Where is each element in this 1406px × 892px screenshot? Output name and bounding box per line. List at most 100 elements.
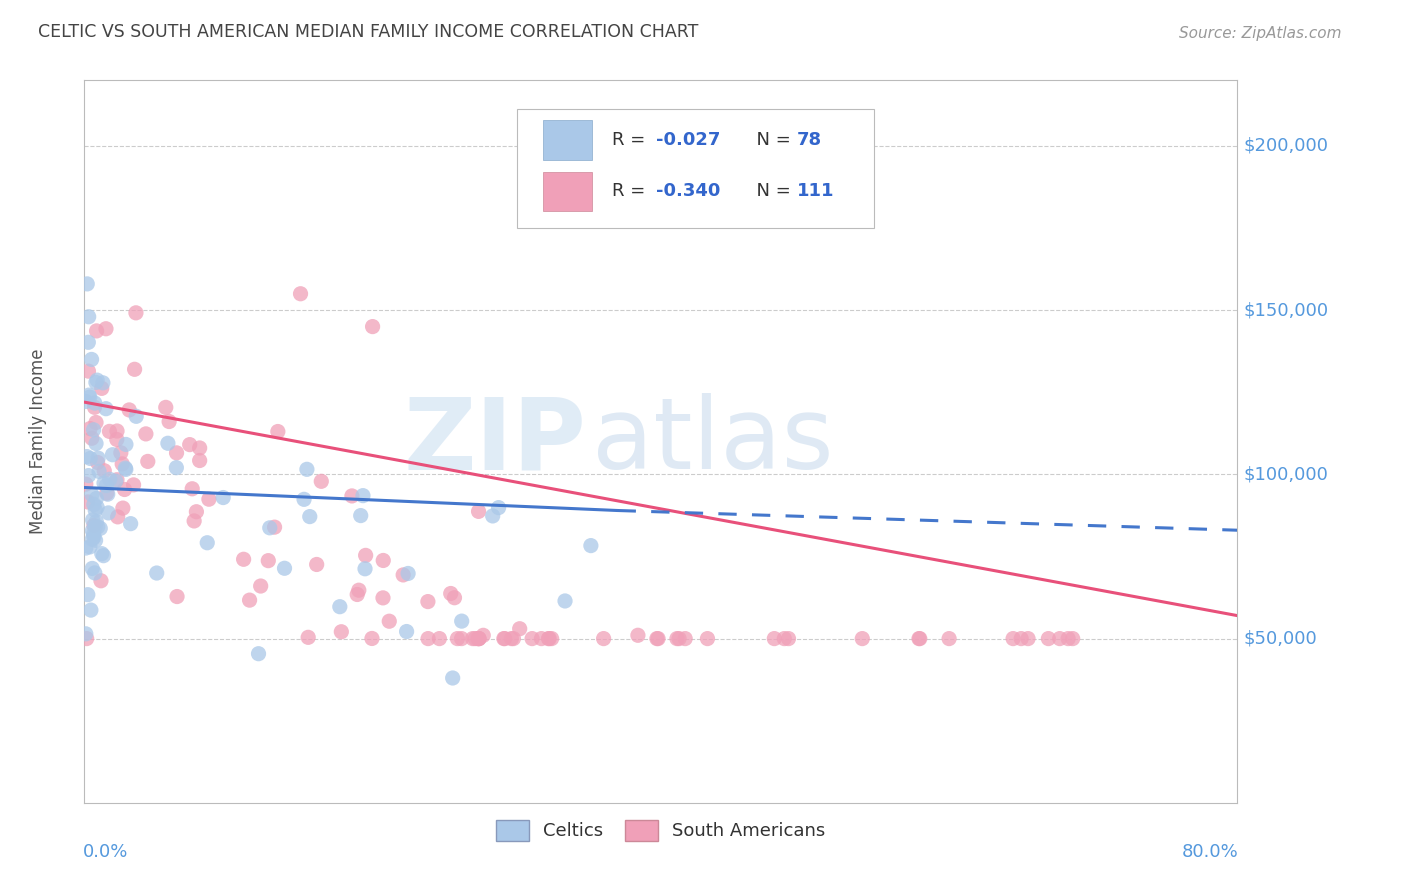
Point <box>537 632 560 646</box>
Point <box>249 579 271 593</box>
Point <box>125 306 148 320</box>
Point <box>468 632 491 646</box>
Point <box>97 506 120 520</box>
Point <box>647 632 669 646</box>
Point <box>83 401 105 415</box>
Point <box>373 553 395 567</box>
Point <box>89 521 111 535</box>
Point <box>86 515 108 529</box>
Point <box>77 310 100 324</box>
Point <box>198 492 221 507</box>
Point <box>96 478 118 492</box>
Point <box>83 396 105 410</box>
Point <box>392 568 415 582</box>
Point <box>135 426 157 441</box>
Point <box>166 590 188 604</box>
Text: -0.027: -0.027 <box>657 131 721 149</box>
Point <box>83 530 105 544</box>
Point <box>96 486 118 500</box>
Point <box>501 632 523 646</box>
Point <box>673 632 696 646</box>
FancyBboxPatch shape <box>517 109 875 228</box>
Point <box>86 455 108 469</box>
Point <box>111 457 134 471</box>
Point <box>76 450 98 464</box>
Point <box>82 524 104 538</box>
Bar <box>543 120 592 160</box>
Point <box>763 632 786 646</box>
Point <box>98 472 121 486</box>
Point <box>467 632 489 646</box>
Point <box>239 593 262 607</box>
Point <box>520 632 543 646</box>
Point <box>79 540 101 554</box>
Point <box>1049 632 1071 646</box>
Point <box>645 632 668 646</box>
Point <box>181 482 204 496</box>
Point <box>87 465 110 479</box>
Point <box>83 527 105 541</box>
Text: N =: N = <box>745 131 796 149</box>
Point <box>179 437 201 451</box>
Bar <box>543 171 592 211</box>
Point <box>295 462 318 476</box>
Text: 0.0%: 0.0% <box>83 843 128 861</box>
Point <box>76 632 98 646</box>
Point <box>104 474 127 488</box>
Point <box>111 501 134 516</box>
Point <box>330 624 353 639</box>
Point <box>354 549 377 563</box>
Point <box>115 437 138 451</box>
Point <box>530 632 553 646</box>
Point <box>371 591 394 605</box>
Point <box>540 632 562 646</box>
Point <box>416 632 439 646</box>
Text: atlas: atlas <box>592 393 834 490</box>
Point <box>91 376 114 390</box>
Point <box>83 423 105 437</box>
Point <box>538 632 561 646</box>
Point <box>290 286 312 301</box>
Point <box>468 632 491 646</box>
Point <box>195 535 218 549</box>
Point <box>1002 632 1025 646</box>
Point <box>350 508 373 523</box>
Point <box>441 671 464 685</box>
Point <box>472 628 495 642</box>
Point <box>340 489 363 503</box>
Point <box>1062 632 1084 646</box>
Point <box>305 558 328 572</box>
Point <box>83 498 105 512</box>
Point <box>247 647 270 661</box>
Point <box>627 628 650 642</box>
Point <box>346 587 368 601</box>
Point <box>80 487 103 501</box>
Point <box>86 491 108 506</box>
Point <box>778 632 800 646</box>
Point <box>84 436 107 450</box>
Point <box>554 594 576 608</box>
Point <box>87 520 110 534</box>
Point <box>1057 632 1080 646</box>
Point <box>118 403 141 417</box>
Point <box>446 632 468 646</box>
Point <box>107 509 129 524</box>
Point <box>76 495 98 509</box>
Point <box>83 518 105 533</box>
Text: $150,000: $150,000 <box>1243 301 1329 319</box>
Point <box>188 453 211 467</box>
Point <box>492 632 515 646</box>
Point <box>98 425 121 439</box>
Point <box>468 632 491 646</box>
Point <box>908 632 931 646</box>
Point <box>467 504 489 518</box>
Point <box>75 394 97 409</box>
Point <box>90 547 112 561</box>
Point <box>80 431 103 445</box>
Point <box>87 451 110 466</box>
Point <box>668 632 690 646</box>
Point <box>1010 632 1032 646</box>
Point <box>124 362 146 376</box>
Point <box>488 500 510 515</box>
Point <box>77 468 100 483</box>
